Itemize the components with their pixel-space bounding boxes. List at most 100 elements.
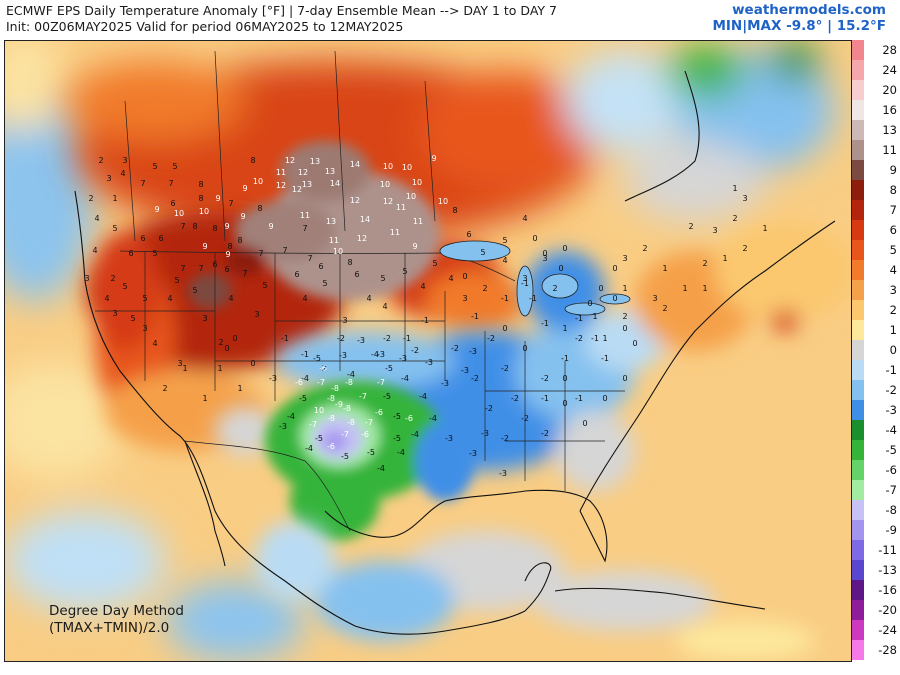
legend-row: -8 bbox=[852, 500, 897, 520]
anomaly-value-label: 0 bbox=[602, 394, 607, 403]
anomaly-value-label: 12 bbox=[298, 168, 308, 177]
anomaly-value-label: -2 bbox=[521, 414, 529, 423]
anomaly-value-label: 1 bbox=[702, 284, 707, 293]
anomaly-value-label: -2 bbox=[501, 434, 509, 443]
anomaly-value-label: 6 bbox=[158, 234, 163, 243]
anomaly-value-label: 5 bbox=[130, 314, 135, 323]
anomaly-value-label: 0 bbox=[587, 299, 592, 308]
legend-swatch bbox=[852, 240, 864, 260]
anomaly-value-label: -4 bbox=[401, 374, 409, 383]
anomaly-value-label: 2 bbox=[688, 222, 693, 231]
anomaly-value-label: -5 bbox=[385, 364, 393, 373]
legend-swatch bbox=[852, 380, 864, 400]
anomaly-value-label: 7 bbox=[242, 269, 247, 278]
anomaly-value-label: 7 bbox=[258, 249, 263, 258]
legend-row: 6 bbox=[852, 220, 897, 240]
anomaly-value-label: -3 bbox=[469, 347, 477, 356]
anomaly-value-label: -6 bbox=[295, 378, 303, 387]
legend-swatch bbox=[852, 120, 864, 140]
anomaly-value-label: 1 bbox=[202, 394, 207, 403]
legend-row: 1 bbox=[852, 320, 897, 340]
province-lines bbox=[124, 50, 436, 242]
anomaly-value-label: 6 bbox=[466, 230, 471, 239]
anomaly-value-label: 11 bbox=[396, 203, 406, 212]
anomaly-value-label: -5 bbox=[393, 412, 401, 421]
anomaly-value-label: 0 bbox=[558, 264, 563, 273]
anomaly-value-label: 0 bbox=[522, 344, 527, 353]
legend-swatch bbox=[852, 640, 864, 660]
anomaly-value-label: -2 bbox=[319, 364, 327, 373]
anomaly-value-label: -5 bbox=[393, 434, 401, 443]
anomaly-value-label: 8 bbox=[192, 222, 197, 231]
legend-label: -11 bbox=[878, 542, 897, 557]
anomaly-value-label: 10 bbox=[253, 177, 263, 186]
anomaly-value-label: 1 bbox=[237, 384, 242, 393]
anomaly-value-label: 2 bbox=[642, 244, 647, 253]
method-note: Degree Day Method (TMAX+TMIN)/2.0 bbox=[49, 603, 184, 637]
anomaly-value-label: 3 bbox=[254, 310, 259, 319]
anomaly-value-label: 9 bbox=[215, 194, 220, 203]
anomaly-value-label: 5 bbox=[480, 248, 485, 257]
anomaly-value-label: 0 bbox=[622, 324, 627, 333]
anomaly-value-label: -2 bbox=[541, 429, 549, 438]
anomaly-value-label: -5 bbox=[367, 448, 375, 457]
anomaly-value-label: 1 bbox=[602, 334, 607, 343]
anomaly-value-label: 0 bbox=[598, 284, 603, 293]
anomaly-value-label: -4 bbox=[429, 414, 437, 423]
legend-label: 4 bbox=[889, 262, 897, 277]
anomaly-map[interactable]: 14 14 14 13 13 13 13 12 12 12 12 12 12 12 11 11 11 11 11 11… bbox=[4, 40, 852, 662]
anomaly-value-label: 6 bbox=[128, 249, 133, 258]
legend-row: 8 bbox=[852, 180, 897, 200]
anomaly-value-label: 0 bbox=[250, 359, 255, 368]
anomaly-value-label: 5 bbox=[174, 276, 179, 285]
anomaly-value-label: -1 bbox=[421, 316, 429, 325]
anomaly-value-label: -2 bbox=[501, 364, 509, 373]
anomaly-value-label: -2 bbox=[337, 334, 345, 343]
anomaly-value-label: 0 bbox=[632, 339, 637, 348]
anomaly-value-label: 5 bbox=[322, 279, 327, 288]
anomaly-value-label: 8 bbox=[198, 180, 203, 189]
anomaly-value-label: 7 bbox=[180, 222, 185, 231]
anomaly-value-label: -5 bbox=[341, 452, 349, 461]
anomaly-value-label: -2 bbox=[575, 334, 583, 343]
anomaly-value-label: 12 bbox=[350, 196, 360, 205]
anomaly-value-label: -1 bbox=[575, 314, 583, 323]
anomaly-value-label: 7 bbox=[228, 199, 233, 208]
anomaly-value-label: -6 bbox=[405, 414, 413, 423]
anomaly-value-label: -3 bbox=[269, 374, 277, 383]
legend-label: -5 bbox=[885, 442, 897, 457]
anomaly-value-label: 14 bbox=[360, 215, 370, 224]
legend-row: 2 bbox=[852, 300, 897, 320]
anomaly-value-label: 4 bbox=[120, 169, 125, 178]
legend-swatch bbox=[852, 340, 864, 360]
anomaly-value-label: -2 bbox=[485, 404, 493, 413]
legend-row: 11 bbox=[852, 140, 897, 160]
title-line-1: ECMWF EPS Daily Temperature Anomaly [°F]… bbox=[6, 3, 557, 18]
anomaly-value-label: -3 bbox=[481, 429, 489, 438]
anomaly-value-label: 2 bbox=[702, 259, 707, 268]
brand-link[interactable]: weathermodels.com bbox=[732, 2, 886, 18]
anomaly-value-label: 4 bbox=[152, 339, 157, 348]
anomaly-value-label: 6 bbox=[354, 270, 359, 279]
anomaly-value-label: 4 bbox=[366, 294, 371, 303]
anomaly-value-label: 4 bbox=[420, 282, 425, 291]
legend-row: 4 bbox=[852, 260, 897, 280]
anomaly-value-label: 1 bbox=[622, 284, 627, 293]
legend-swatch bbox=[852, 200, 864, 220]
anomaly-value-label: 6 bbox=[140, 234, 145, 243]
anomaly-value-label: 0 bbox=[502, 324, 507, 333]
anomaly-value-label: 0 bbox=[612, 294, 617, 303]
us-mexico-border bbox=[184, 440, 351, 532]
anomaly-value-label: -3 bbox=[461, 366, 469, 375]
anomaly-value-label: 5 bbox=[262, 281, 267, 290]
anomaly-value-label: 4 bbox=[382, 302, 387, 311]
legend-row: 9 bbox=[852, 160, 897, 180]
anomaly-value-label: 3 bbox=[142, 324, 147, 333]
legend-label: 7 bbox=[889, 202, 897, 217]
anomaly-value-label: -5 bbox=[299, 394, 307, 403]
anomaly-field bbox=[5, 41, 851, 661]
legend-row: 24 bbox=[852, 60, 897, 80]
borders bbox=[95, 50, 625, 532]
state-lines bbox=[95, 251, 625, 491]
